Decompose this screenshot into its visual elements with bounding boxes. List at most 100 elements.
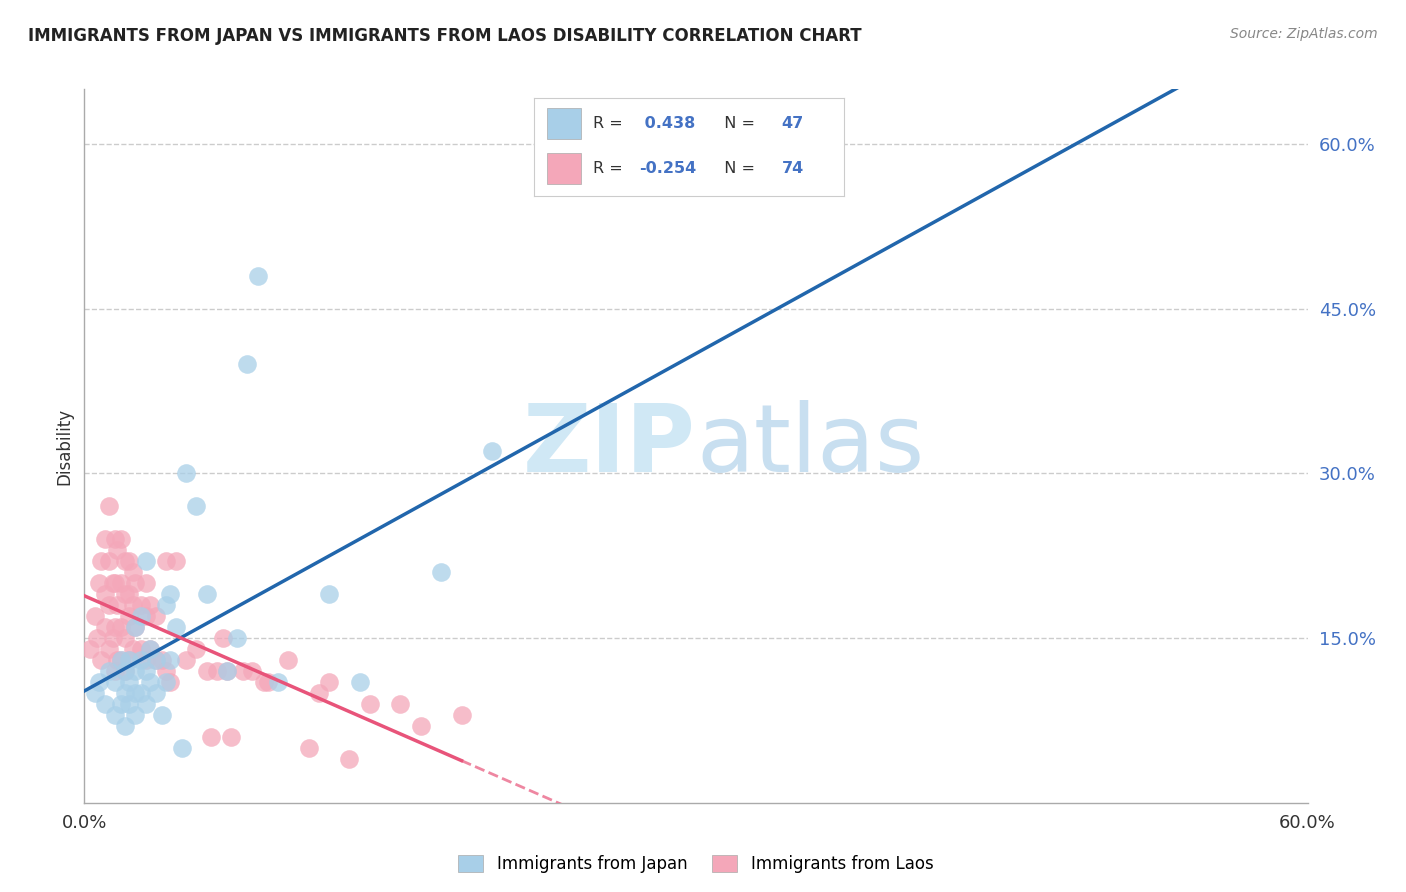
Point [110,620,132,634]
Point [93,533,117,547]
Point [240,664,263,678]
Point [118,609,141,624]
Point [195,664,218,678]
Point [212,631,235,645]
Point [131,686,153,700]
Point [138,598,160,612]
Point [104,675,127,690]
Point [135,609,157,624]
Point [145,653,167,667]
Point [110,697,132,711]
Point [90,554,112,568]
Text: IMMIGRANTS FROM JAPAN VS IMMIGRANTS FROM LAOS DISABILITY CORRELATION CHART: IMMIGRANTS FROM JAPAN VS IMMIGRANTS FROM… [28,27,862,45]
Point [138,642,160,657]
Point [409,719,432,733]
Point [122,598,145,612]
Y-axis label: Disability: Disability [55,408,73,484]
Text: atlas: atlas [696,400,924,492]
Point [217,664,239,678]
Point [200,730,222,744]
Point [118,675,141,690]
Point [101,631,124,645]
Point [104,708,127,723]
Point [114,664,136,678]
Point [205,664,228,678]
Text: 74: 74 [782,161,804,177]
Point [257,675,280,690]
Point [90,653,112,667]
Point [186,642,208,657]
Point [124,576,146,591]
Point [217,664,239,678]
Point [155,675,177,690]
Point [83,686,105,700]
Text: 0.438: 0.438 [640,116,696,131]
Text: -0.254: -0.254 [640,161,697,177]
Point [277,653,299,667]
Point [150,708,173,723]
Point [97,642,120,657]
Point [159,587,181,601]
Point [110,576,132,591]
Point [318,587,340,601]
Point [118,587,141,601]
Point [308,686,330,700]
Point [359,697,381,711]
FancyBboxPatch shape [547,153,581,185]
Point [87,576,110,591]
Point [267,675,290,690]
Point [236,357,259,371]
Point [110,533,132,547]
Point [122,642,145,657]
Point [118,653,141,667]
Point [97,500,120,514]
Point [145,609,167,624]
Point [97,598,120,612]
Point [105,653,128,667]
Point [155,664,177,678]
Point [298,740,321,755]
Point [86,631,108,645]
Point [110,653,132,667]
Point [135,576,157,591]
Point [186,500,208,514]
Point [122,566,145,580]
Point [138,642,160,657]
Point [105,543,128,558]
Point [159,653,181,667]
Point [155,598,177,612]
FancyBboxPatch shape [547,108,581,139]
Point [97,554,120,568]
Text: R =: R = [593,116,628,131]
Text: N =: N = [714,116,759,131]
Text: N =: N = [714,161,759,177]
Point [93,587,117,601]
Point [97,664,120,678]
Point [114,719,136,733]
Point [232,664,254,678]
Point [124,686,146,700]
Point [155,554,177,568]
Point [253,675,276,690]
Point [430,566,453,580]
Text: Source: ZipAtlas.com: Source: ZipAtlas.com [1230,27,1378,41]
Text: ZIP: ZIP [523,400,696,492]
Point [318,675,340,690]
Point [114,631,136,645]
Point [83,609,105,624]
Point [114,664,136,678]
Point [339,752,361,766]
Point [110,653,132,667]
Point [145,653,167,667]
Point [481,444,503,458]
Point [124,620,146,634]
Point [172,740,194,755]
Text: 47: 47 [782,116,804,131]
Point [135,554,157,568]
Point [79,642,101,657]
Point [87,675,110,690]
Point [389,697,412,711]
Point [114,686,136,700]
Point [246,268,269,283]
Point [145,686,167,700]
